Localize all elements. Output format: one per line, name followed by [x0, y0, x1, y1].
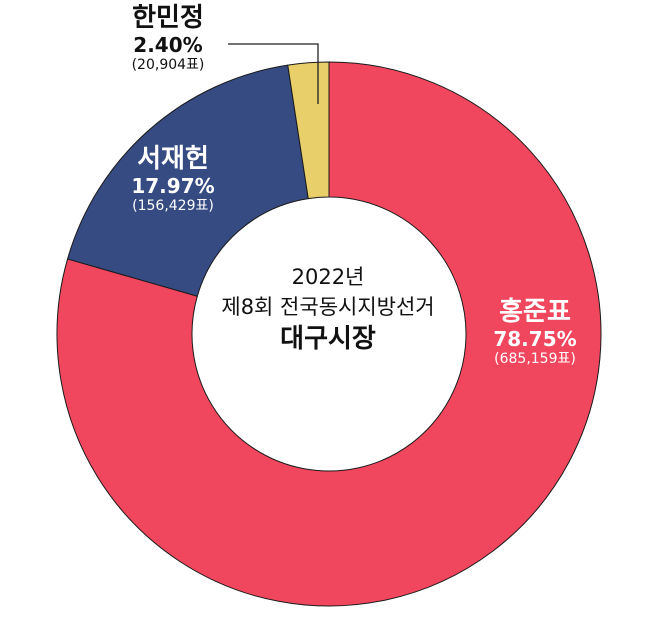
slice-hongjunpyo [56, 61, 602, 607]
center-title: 2022년 제8회 전국동시지방선거 대구시장 [178, 262, 478, 356]
slice-percent-hanminjeong: 2.40% [133, 32, 203, 57]
slice-seojaeheon [66, 64, 309, 297]
slice-votes-seojaeheon: (156,429표) [132, 197, 214, 214]
leader-line-hanminjeong [228, 43, 319, 104]
slice-name-hongjunpyo: 홍준표 [499, 297, 571, 327]
slice-hanminjeong [287, 61, 330, 200]
center-title-office: 대구시장 [280, 324, 376, 354]
center-title-year: 2022년 [291, 265, 365, 289]
slice-name-seojaeheon: 서재헌 [137, 144, 209, 174]
slice-label-seojaeheon: 서재헌 17.97% (156,429표) [108, 144, 238, 214]
slice-name-hanminjeong: 한민정 [132, 3, 204, 33]
slice-label-hongjunpyo: 홍준표 78.75% (685,159표) [470, 297, 600, 367]
slice-percent-hongjunpyo: 78.75% [493, 326, 577, 351]
slice-percent-seojaeheon: 17.97% [131, 173, 215, 198]
slice-votes-hongjunpyo: (685,159표) [494, 350, 576, 367]
center-title-election: 제8회 전국동시지방선거 [221, 295, 435, 319]
slice-votes-hanminjeong: (20,904표) [131, 56, 205, 73]
slice-label-hanminjeong: 한민정 2.40% (20,904표) [108, 3, 228, 73]
